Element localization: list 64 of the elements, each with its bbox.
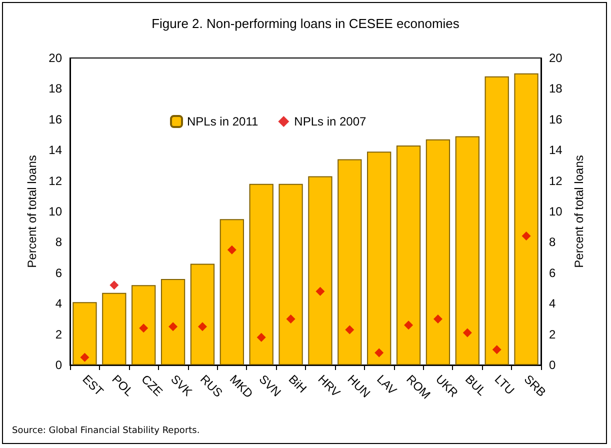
point (316, 286, 325, 296)
y-axis-title: Percent of total loans (24, 155, 39, 268)
bar (308, 176, 332, 365)
bar (72, 302, 97, 365)
y2-tick-label: 8 (549, 235, 556, 250)
x-tick-label: LAV (374, 372, 400, 398)
point (168, 322, 178, 332)
point (345, 325, 354, 334)
bar (396, 145, 421, 365)
bar (132, 285, 156, 365)
chart-title: Figure 2. Non-performing loans in CESEE economies (152, 16, 460, 31)
source-note: Source: Global Financial Stability Reports. (12, 426, 200, 436)
y2-tick-label: 0 (549, 358, 556, 372)
y-tick-label: 4 (55, 296, 62, 311)
y2-axis-title: Percent of total loans (572, 155, 586, 268)
point (256, 332, 266, 342)
y2-tick-label: 12 (549, 174, 563, 188)
point (227, 245, 236, 254)
point (433, 314, 442, 324)
y-tick-label: 14 (48, 143, 62, 158)
point (110, 280, 119, 290)
y-tick-label: 10 (48, 204, 62, 218)
bar (220, 219, 244, 365)
bar (426, 139, 450, 365)
point (492, 345, 502, 354)
bar (455, 136, 480, 365)
point (374, 348, 384, 358)
bar (278, 184, 303, 365)
bar (102, 292, 126, 365)
y2-tick-label: 6 (549, 266, 556, 280)
bar (190, 264, 215, 365)
point (80, 352, 90, 362)
bar (160, 279, 186, 365)
point (404, 320, 414, 330)
bar (367, 152, 392, 365)
bar (338, 159, 362, 365)
x-tick-label: BiH (286, 372, 310, 396)
y2-tick-label: 18 (549, 82, 563, 96)
y-tick-label: 0 (55, 358, 62, 372)
y-tick-label: 2 (55, 327, 62, 342)
bar (484, 76, 509, 365)
x-tick-label: EST (80, 372, 107, 399)
y-tick-label: 16 (48, 112, 62, 126)
point (198, 322, 207, 332)
y2-tick-label: 10 (549, 204, 563, 218)
legend-label: NPLs in 2007 (294, 114, 367, 128)
point (139, 324, 148, 333)
y2-tick-label: 14 (549, 143, 563, 158)
y2-tick-label: 20 (549, 51, 563, 65)
point (462, 328, 472, 338)
y2-tick-label: 2 (549, 327, 556, 342)
y-tick-label: 6 (55, 266, 62, 280)
point (286, 314, 296, 324)
bar (249, 184, 274, 365)
bar (514, 73, 538, 365)
y2-tick-label: 16 (549, 112, 563, 126)
point (522, 232, 531, 241)
y-tick-label: 20 (48, 51, 62, 65)
y-tick-label: 18 (48, 82, 62, 96)
y2-tick-label: 4 (549, 296, 556, 311)
x-tick-label: LTU (492, 372, 518, 398)
y-tick-label: 8 (55, 235, 62, 250)
y-tick-label: 12 (48, 174, 62, 188)
legend-label: NPLs in 2011 (187, 114, 258, 128)
